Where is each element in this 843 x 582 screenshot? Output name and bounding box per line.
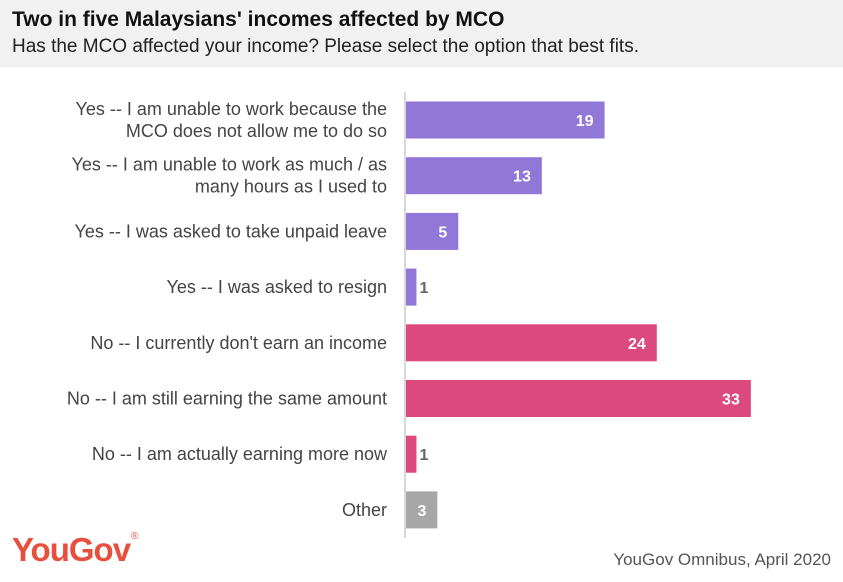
source-note: YouGov Omnibus, April 2020 bbox=[613, 550, 831, 569]
category-label: No -- I am actually earning more now bbox=[92, 444, 388, 464]
category-label: Yes -- I am unable to work because the MC… bbox=[75, 99, 387, 141]
bar bbox=[406, 157, 542, 195]
category-label-line: Other bbox=[342, 500, 387, 520]
category-label-line: No -- I am still earning the same amount bbox=[67, 389, 387, 409]
data-label: 33 bbox=[722, 392, 740, 409]
category-label-line: Yes -- I am unable to work as much / as bbox=[72, 155, 387, 175]
chart-title: Two in five Malaysians' incomes affected… bbox=[12, 8, 505, 31]
yougov-logo: YouGov® bbox=[12, 531, 139, 569]
bar bbox=[406, 212, 459, 250]
category-label: Yes -- I am unable to work as much / as m… bbox=[72, 155, 387, 197]
category-label-line: No -- I currently don't earn an income bbox=[90, 333, 387, 353]
bar bbox=[406, 435, 417, 473]
category-label: Other bbox=[342, 500, 387, 520]
category-label: Yes -- I was asked to take unpaid leave bbox=[74, 221, 387, 241]
category-label: Yes -- I was asked to resign bbox=[167, 277, 387, 297]
category-label-line: No -- I am actually earning more now bbox=[92, 444, 388, 464]
data-label: 13 bbox=[513, 169, 531, 186]
data-label: 5 bbox=[438, 224, 447, 241]
category-label-line: Yes -- I am unable to work because the bbox=[75, 99, 387, 119]
category-label-line: MCO does not allow me to do so bbox=[126, 121, 387, 141]
bar bbox=[406, 380, 751, 417]
category-label: No -- I am still earning the same amount bbox=[67, 389, 387, 409]
data-label: 1 bbox=[419, 280, 428, 297]
category-label-line: Yes -- I was asked to resign bbox=[167, 277, 387, 297]
bar bbox=[406, 268, 417, 306]
bar bbox=[406, 101, 605, 139]
chart-subtitle: Has the MCO affected your income? Please… bbox=[12, 36, 639, 57]
data-label: 1 bbox=[419, 447, 428, 464]
yougov-logo-text: YouGov bbox=[12, 531, 131, 568]
bar bbox=[406, 324, 657, 362]
data-label: 24 bbox=[628, 336, 646, 353]
category-label-line: Yes -- I was asked to take unpaid leave bbox=[74, 221, 387, 241]
data-label: 19 bbox=[576, 113, 594, 130]
category-label-line: many hours as I used to bbox=[195, 177, 387, 197]
category-label: No -- I currently don't earn an income bbox=[90, 333, 387, 353]
registered-mark-icon: ® bbox=[131, 531, 138, 542]
data-label: 3 bbox=[417, 503, 426, 520]
header-band: Two in five Malaysians' incomes affected… bbox=[0, 0, 843, 67]
bar bbox=[406, 491, 438, 529]
